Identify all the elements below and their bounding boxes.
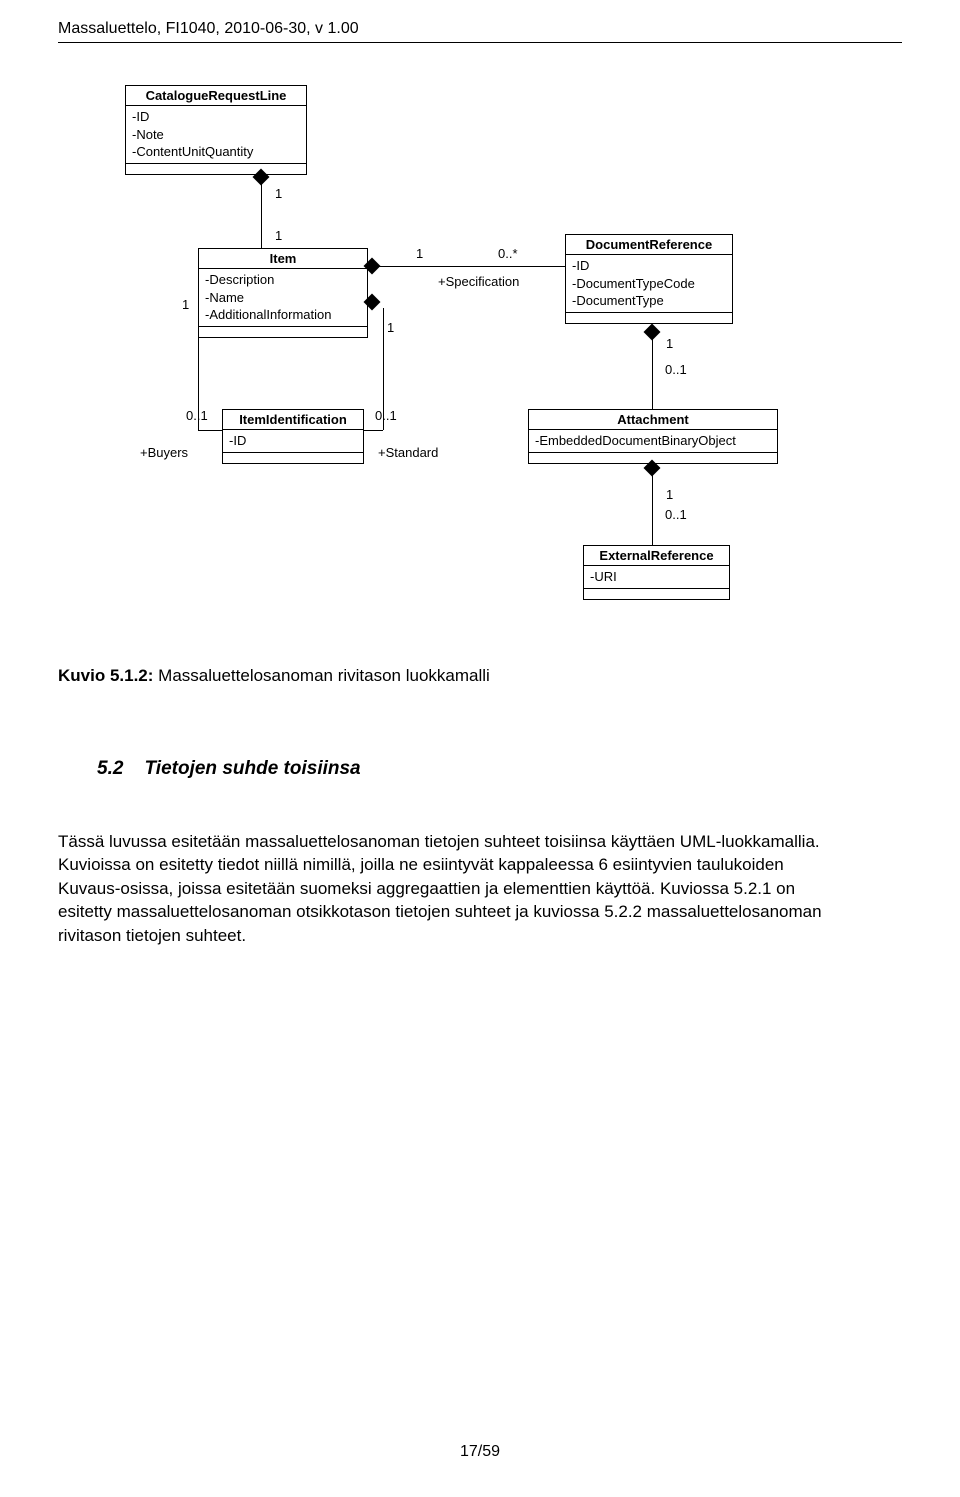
uml-external-reference: ExternalReference -URI [583, 545, 730, 600]
multiplicity: 1 [275, 186, 282, 201]
section-num: 5.2 [97, 758, 123, 779]
role-label: +Buyers [140, 445, 188, 460]
edge [198, 430, 222, 431]
multiplicity: 1 [387, 320, 394, 335]
uml-attr: -EmbeddedDocumentBinaryObject [535, 432, 771, 450]
uml-attr: -Name [205, 289, 361, 307]
uml-title: ItemIdentification [223, 410, 363, 430]
uml-attr: -ID [132, 108, 300, 126]
uml-attrs: -ID -Note -ContentUnitQuantity [126, 106, 306, 164]
uml-attr: -ID [572, 257, 726, 275]
uml-attrs: -URI [584, 566, 729, 589]
section-heading: 5.2 Tietojen suhde toisiinsa [97, 758, 361, 780]
uml-attrs: -ID [223, 430, 363, 453]
uml-ops [199, 327, 367, 337]
uml-ops [566, 313, 732, 323]
multiplicity: 1 [666, 487, 673, 502]
role-label: +Specification [438, 274, 519, 289]
multiplicity: 1 [416, 246, 423, 261]
uml-title: ExternalReference [584, 546, 729, 566]
uml-ops [584, 589, 729, 599]
multiplicity: 0..* [498, 246, 518, 261]
uml-title: Item [199, 249, 367, 269]
multiplicity: 1 [666, 336, 673, 351]
page-header: Massaluettelo, FI1040, 2010-06-30, v 1.0… [58, 20, 359, 38]
multiplicity: 0..1 [665, 362, 687, 377]
uml-attrs: -ID -DocumentTypeCode -DocumentType [566, 255, 732, 313]
uml-attr: -AdditionalInformation [205, 306, 361, 324]
multiplicity: 1 [275, 228, 282, 243]
uml-title: DocumentReference [566, 235, 732, 255]
uml-ops [223, 453, 363, 463]
role-label: +Standard [378, 445, 438, 460]
uml-attr: -ContentUnitQuantity [132, 143, 300, 161]
edge [652, 338, 653, 409]
edge [261, 183, 262, 248]
multiplicity: 0..1 [375, 408, 397, 423]
uml-title: Attachment [529, 410, 777, 430]
uml-attr: -Note [132, 126, 300, 144]
multiplicity: 0..1 [665, 507, 687, 522]
edge [383, 308, 384, 430]
uml-attr: -Description [205, 271, 361, 289]
edge [364, 430, 383, 431]
edge [198, 300, 199, 430]
uml-attrs: -Description -Name -AdditionalInformatio… [199, 269, 367, 327]
uml-document-reference: DocumentReference -ID -DocumentTypeCode … [565, 234, 733, 324]
caption-rest: Massaluettelosanoman rivitason luokkamal… [158, 666, 490, 685]
uml-attr: -ID [229, 432, 357, 450]
uml-ops [126, 164, 306, 174]
uml-attrs: -EmbeddedDocumentBinaryObject [529, 430, 777, 453]
multiplicity: 0..1 [186, 408, 208, 423]
page-number: 17/59 [0, 1443, 960, 1461]
uml-attr: -URI [590, 568, 723, 586]
uml-attachment: Attachment -EmbeddedDocumentBinaryObject [528, 409, 778, 464]
header-rule [58, 42, 902, 43]
uml-attr: -DocumentType [572, 292, 726, 310]
edge [652, 474, 653, 545]
uml-attr: -DocumentTypeCode [572, 275, 726, 293]
uml-item: Item -Description -Name -AdditionalInfor… [198, 248, 368, 338]
edge [378, 266, 565, 267]
body-paragraph: Tässä luvussa esitetään massaluettelosan… [58, 830, 848, 947]
figure-caption: Kuvio 5.1.2: Massaluettelosanoman rivita… [58, 666, 490, 686]
uml-title: CatalogueRequestLine [126, 86, 306, 106]
multiplicity: 1 [182, 297, 189, 312]
uml-item-identification: ItemIdentification -ID [222, 409, 364, 464]
section-title: Tietojen suhde toisiinsa [145, 758, 361, 779]
uml-catalogue-request-line: CatalogueRequestLine -ID -Note -ContentU… [125, 85, 307, 175]
caption-bold: Kuvio 5.1.2: [58, 666, 153, 685]
